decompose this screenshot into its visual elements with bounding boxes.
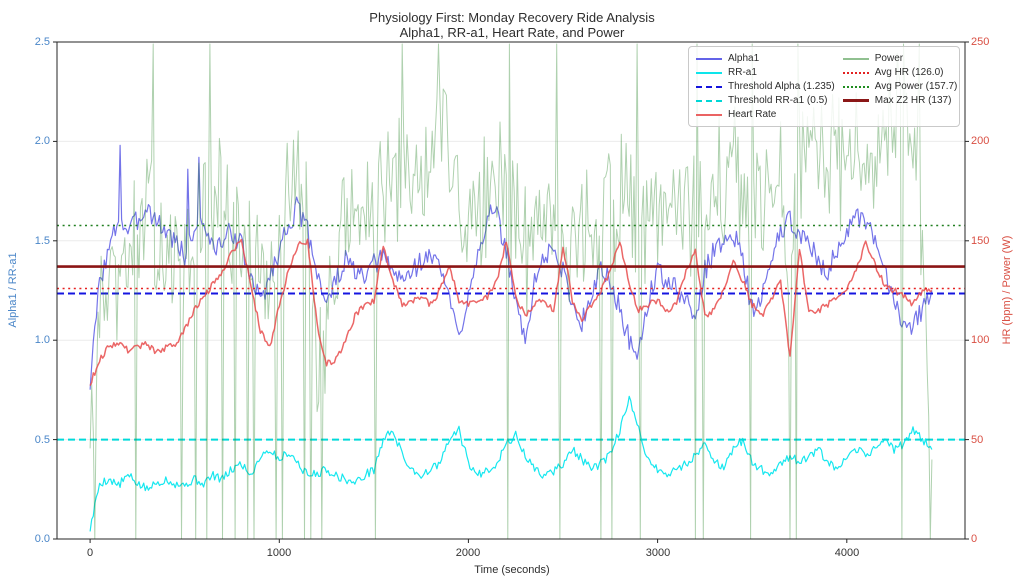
legend-column-1: Alpha1 RR-a1 Threshold Alpha (1.235) Thresh…	[696, 53, 835, 120]
legend-item-heart-rate: Heart Rate	[696, 109, 835, 120]
legend: Alpha1 RR-a1 Threshold Alpha (1.235) Thresh…	[688, 46, 960, 127]
y-tick-label-right: 50	[971, 434, 984, 446]
legend-swatch	[696, 113, 722, 116]
legend-label: Avg Power (157.7)	[874, 81, 958, 92]
legend-label: Threshold RR-a1 (0.5)	[728, 95, 828, 106]
y-tick-label-right: 100	[971, 334, 990, 346]
y-tick-label-left: 0.5	[34, 434, 50, 446]
legend-label: Max Z2 HR (137)	[874, 95, 952, 106]
legend-item-threshold-alpha-1-235-: Threshold Alpha (1.235)	[696, 81, 835, 92]
legend-swatch	[842, 57, 869, 60]
legend-label: Avg HR (126.0)	[874, 67, 944, 78]
legend-item-power: Power	[842, 53, 958, 64]
legend-column-2: Power Avg HR (126.0) Avg Power (157.7) Max …	[842, 53, 958, 120]
y-tick-label-right: 0	[971, 533, 978, 545]
legend-item-avg-hr-126-0-: Avg HR (126.0)	[842, 67, 958, 78]
legend-swatch	[842, 85, 869, 88]
y-tick-label-right: 250	[971, 36, 990, 48]
legend-swatch	[842, 71, 869, 74]
x-tick-label: 0	[86, 547, 94, 559]
right-axis-label: HR (bpm) / Power (W)	[1001, 235, 1013, 345]
chart-title: Physiology First: Monday Recovery Ride A…	[369, 10, 655, 25]
legend-swatch	[842, 99, 869, 102]
x-axis-label: Time (seconds)	[474, 564, 550, 576]
legend-swatch	[696, 85, 722, 88]
series-rr-a1	[89, 395, 933, 532]
legend-item-avg-power-157-7-: Avg Power (157.7)	[842, 81, 958, 92]
y-tick-label-left: 2.0	[34, 135, 50, 147]
legend-label: Power	[874, 53, 904, 64]
legend-label: RR-a1	[728, 67, 757, 78]
legend-item-threshold-rr-a1-0-5-: Threshold RR-a1 (0.5)	[696, 95, 835, 106]
x-tick-label: 3000	[645, 547, 671, 559]
legend-swatch	[696, 71, 722, 74]
y-tick-label-right: 150	[971, 235, 990, 247]
y-tick-label-left: 0.0	[34, 533, 50, 545]
y-tick-label-right: 200	[971, 135, 990, 147]
left-axis-label: Alpha1 / RR-a1	[7, 252, 19, 328]
legend-swatch	[696, 99, 722, 102]
y-tick-label-left: 1.0	[34, 334, 50, 346]
legend-item-max-z2-hr-137-: Max Z2 HR (137)	[842, 95, 958, 106]
x-tick-label: 1000	[266, 547, 292, 559]
legend-label: Alpha1	[728, 53, 760, 64]
y-tick-label-left: 2.5	[34, 36, 50, 48]
legend-label: Heart Rate	[728, 109, 777, 120]
legend-swatch	[696, 57, 722, 60]
x-tick-label: 2000	[455, 547, 481, 559]
chart-subtitle: Alpha1, RR-a1, Heart Rate, and Power	[399, 25, 625, 40]
legend-item-alpha1: Alpha1	[696, 53, 835, 64]
y-tick-label-left: 1.5	[34, 235, 50, 247]
legend-item-rr-a1: RR-a1	[696, 67, 835, 78]
x-tick-label: 4000	[834, 547, 860, 559]
legend-label: Threshold Alpha (1.235)	[728, 81, 835, 92]
